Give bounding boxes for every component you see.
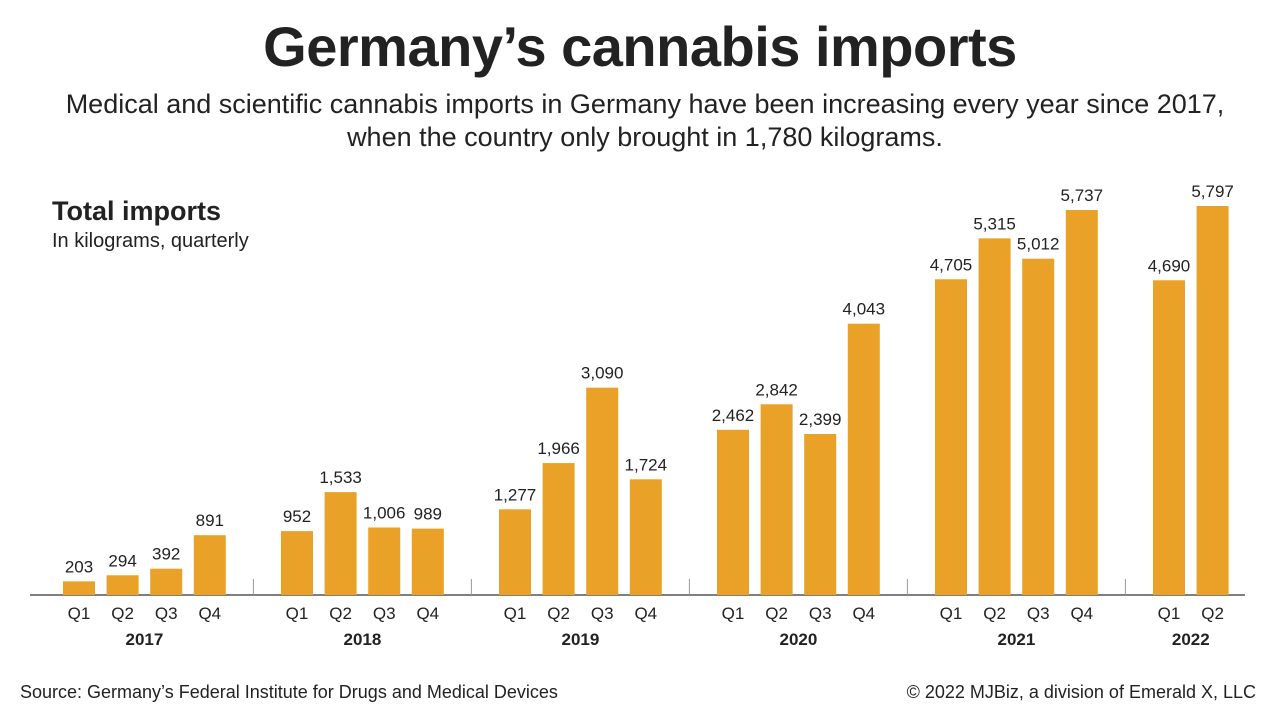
bar-2018-q4: [411, 528, 444, 595]
tick-label-2021-q1: Q1: [940, 604, 963, 623]
tick-label-2018-q1: Q1: [286, 604, 309, 623]
tick-label-2020-q2: Q2: [765, 604, 788, 623]
data-label-2018-q2: 1,533: [319, 468, 362, 487]
data-label-2021-q3: 5,012: [1017, 235, 1060, 254]
tick-label-2019-q3: Q3: [591, 604, 614, 623]
bar-2022-q2: [1196, 206, 1229, 595]
data-label-2020-q4: 4,043: [843, 300, 886, 319]
copyright-note: © 2022 MJBiz, a division of Emerald X, L…: [906, 682, 1256, 702]
tick-label-2020-q3: Q3: [809, 604, 832, 623]
tick-label-2022-q2: Q2: [1201, 604, 1224, 623]
data-label-2022-q1: 4,690: [1148, 256, 1191, 275]
data-label-2019-q2: 1,966: [537, 439, 580, 458]
bar-2021-q2: [978, 238, 1011, 595]
data-label-2019-q3: 3,090: [581, 364, 624, 383]
tick-label-2017-q1: Q1: [68, 604, 91, 623]
bar-2019-q1: [499, 509, 531, 595]
tick-label-2018-q4: Q4: [416, 604, 439, 623]
data-label-2018-q4: 989: [414, 505, 442, 524]
tick-label-2017-q4: Q4: [198, 604, 221, 623]
bar-2021-q3: [1022, 258, 1055, 595]
data-label-2020-q2: 2,842: [755, 380, 798, 399]
tick-label-2020-q4: Q4: [852, 604, 875, 623]
year-label-2017: 2017: [125, 630, 163, 649]
bar-2019-q2: [542, 463, 575, 595]
tick-label-2018-q2: Q2: [329, 604, 352, 623]
data-label-2018-q3: 1,006: [363, 503, 406, 522]
year-group-2021: 4,705 Q1 5,315 Q2 5,012 Q3 5,737 Q4 2021: [930, 186, 1103, 649]
chart-subtitle: Medical and scientific cannabis imports …: [65, 89, 1225, 152]
data-label-2021-q2: 5,315: [973, 214, 1016, 233]
bar-2017-q4: [193, 535, 226, 595]
year-label-2020: 2020: [779, 630, 817, 649]
bar-2021-q4: [1065, 210, 1098, 595]
year-group-2018: 952 Q1 1,533 Q2 1,006 Q3 989 Q4 2018: [281, 468, 444, 649]
bar-2021-q1: [935, 279, 967, 595]
bar-2017-q1: [63, 581, 95, 595]
data-label-2019-q1: 1,277: [494, 485, 537, 504]
tick-label-2021-q3: Q3: [1027, 604, 1050, 623]
tick-label-2017-q2: Q2: [111, 604, 134, 623]
year-label-2019: 2019: [561, 630, 599, 649]
data-label-2020-q1: 2,462: [712, 406, 755, 425]
data-label-2017-q2: 294: [108, 551, 136, 570]
tick-label-2019-q4: Q4: [634, 604, 657, 623]
tick-label-2021-q4: Q4: [1070, 604, 1093, 623]
data-label-2021-q4: 5,737: [1061, 186, 1104, 205]
year-group-2020: 2,462 Q1 2,842 Q2 2,399 Q3 4,043 Q4 2020: [712, 300, 885, 649]
data-label-2017-q3: 392: [152, 545, 180, 564]
year-label-2018: 2018: [343, 630, 381, 649]
source-note: Source: Germany’s Federal Institute for …: [20, 682, 558, 702]
year-group-2017: 203 Q1 294 Q2 392 Q3 891 Q4 2017: [63, 511, 226, 649]
tick-label-2021-q2: Q2: [983, 604, 1006, 623]
tick-label-2020-q1: Q1: [722, 604, 745, 623]
data-label-2017-q4: 891: [196, 511, 224, 530]
bar-2022-q1: [1153, 280, 1185, 595]
bar-2019-q3: [586, 387, 619, 595]
panel-subtitle: In kilograms, quarterly: [52, 230, 249, 252]
bar-2020-q1: [717, 429, 749, 595]
data-label-2017-q1: 203: [65, 557, 93, 576]
bar-2020-q3: [804, 434, 837, 595]
year-group-2019: 1,277 Q1 1,966 Q2 3,090 Q3 1,724 Q4 2019: [494, 364, 667, 649]
tick-label-2018-q3: Q3: [373, 604, 396, 623]
bar-2019-q4: [629, 479, 662, 595]
data-label-2020-q3: 2,399: [799, 410, 842, 429]
data-label-2021-q1: 4,705: [930, 255, 973, 274]
data-label-2018-q1: 952: [283, 507, 311, 526]
year-label-2022: 2022: [1172, 630, 1210, 649]
data-label-2019-q4: 1,724: [625, 455, 668, 474]
bar-2020-q2: [760, 404, 793, 595]
data-label-2022-q2: 5,797: [1191, 182, 1234, 201]
bar-2020-q4: [847, 323, 880, 595]
tick-label-2022-q1: Q1: [1158, 604, 1181, 623]
bar-2017-q3: [150, 568, 183, 595]
year-label-2021: 2021: [997, 630, 1035, 649]
year-group-2022: 4,690 Q1 5,797 Q2 2022: [1148, 182, 1234, 649]
bar-2017-q2: [106, 575, 139, 595]
tick-label-2017-q3: Q3: [155, 604, 178, 623]
chart-title: Germany’s cannabis imports: [263, 15, 1017, 78]
tick-label-2019-q1: Q1: [504, 604, 527, 623]
bar-2018-q1: [281, 531, 313, 595]
panel-title: Total imports: [52, 196, 222, 226]
bar-2018-q2: [324, 492, 357, 595]
bar-2018-q3: [368, 527, 401, 595]
tick-label-2019-q2: Q2: [547, 604, 570, 623]
